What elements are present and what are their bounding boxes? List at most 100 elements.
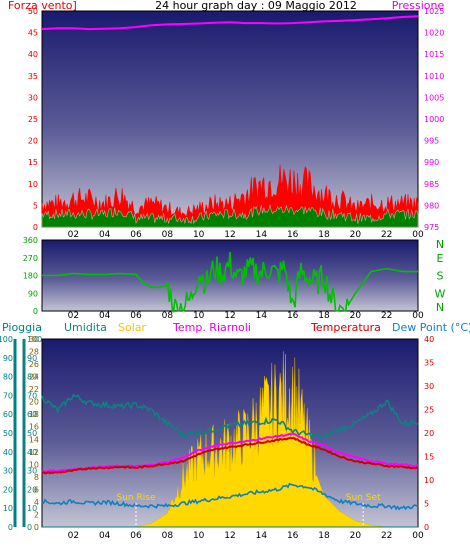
solar-tick-label: 0 xyxy=(34,523,39,532)
x-tick-label-dir: 04 xyxy=(99,311,111,321)
rain-tick-label: 100 xyxy=(0,335,13,344)
pressure-tick-label: 995 xyxy=(424,137,439,146)
x-tick-label-dir: 22 xyxy=(381,311,392,321)
pressure-label: Pressione xyxy=(392,0,445,12)
solar-tick-label: 8 xyxy=(34,473,39,482)
pressure-line xyxy=(41,15,419,31)
humidity-tick-label: 100 xyxy=(27,335,42,344)
rain-tick-label: 50 xyxy=(3,429,13,438)
temperature-line xyxy=(41,436,419,475)
humidity-tick-label: 40 xyxy=(27,448,37,457)
x-tick-label-temp: 16 xyxy=(287,531,299,541)
solar-tick-label: 14 xyxy=(29,435,39,444)
pressure-tick-label: 980 xyxy=(424,201,439,210)
x-tick-label-dir: 12 xyxy=(224,311,235,321)
pressure-tick-label: 1010 xyxy=(424,72,444,81)
compass-label: S xyxy=(437,270,444,283)
x-tick-label-dir: 16 xyxy=(287,311,299,321)
solar-tick-label: 20 xyxy=(29,398,39,407)
x-tick-label-dir: 18 xyxy=(318,311,330,321)
x-tick-label-wind: 08 xyxy=(162,230,174,240)
humidity-label: Umidita xyxy=(64,321,107,334)
temperature-tick-label: 15 xyxy=(424,453,434,462)
wind-speed-tick-label: 10 xyxy=(28,180,38,189)
x-tick-label-temp: 04 xyxy=(99,531,111,541)
x-tick-label-wind: 22 xyxy=(381,230,392,240)
solar-label: Solar xyxy=(118,321,147,334)
x-tick-label-temp: 08 xyxy=(162,531,174,541)
solar-tick-label: 2 xyxy=(34,510,39,519)
solar-tick-label: 6 xyxy=(34,485,39,494)
sunset-marker-label: Sun Set xyxy=(346,493,381,503)
rain-label: Pioggia xyxy=(2,321,42,334)
wind-direction-line xyxy=(42,252,418,314)
pressure-tick-label: 1015 xyxy=(424,50,444,59)
x-tick-label-temp: 02 xyxy=(68,531,79,541)
compass-label: E xyxy=(437,252,444,265)
solar-tick-label: 26 xyxy=(29,360,39,369)
temperature-tick-label: 5 xyxy=(424,500,429,509)
solar-tick-label: 18 xyxy=(29,410,39,419)
x-tick-label-wind: 18 xyxy=(318,230,330,240)
x-tick-label-wind: 02 xyxy=(68,230,79,240)
solar-tick-label: 22 xyxy=(29,385,39,394)
x-tick-label-wind: 04 xyxy=(99,230,111,240)
wind-direction-panel xyxy=(41,239,419,312)
wind-dir-tick-label: 270 xyxy=(23,254,38,263)
solar-tick-label: 24 xyxy=(29,373,39,382)
rain-tick-label: 20 xyxy=(3,485,13,494)
rain-tick-label: 10 xyxy=(3,504,13,513)
wind-speed-tick-label: 35 xyxy=(28,72,38,81)
x-tick-label-temp: 10 xyxy=(193,531,205,541)
wind-dir-tick-label: 0 xyxy=(33,307,38,316)
sunrise-marker-label: Sun Rise xyxy=(117,493,156,503)
wind-dir-tick-label: 90 xyxy=(28,289,38,298)
temperature-tick-label: 40 xyxy=(424,335,434,344)
wind-chill-line xyxy=(41,432,419,473)
humidity-tick-label: 90 xyxy=(27,354,37,363)
humidity-tick-label: 0 xyxy=(27,523,32,532)
humidity-tick-label: 30 xyxy=(27,467,37,476)
x-tick-label-dir: 20 xyxy=(350,311,362,321)
wind-dir-tick-label: 180 xyxy=(23,272,38,281)
x-tick-label-temp: 14 xyxy=(256,531,268,541)
pressure-tick-label: 1005 xyxy=(424,93,444,102)
wind-speed-tick-label: 40 xyxy=(28,50,38,59)
wind-speed-tick-label: 0 xyxy=(33,223,38,232)
x-tick-label-wind: 00 xyxy=(412,230,424,240)
x-tick-label-temp: 22 xyxy=(381,531,392,541)
rain-tick-label: 30 xyxy=(3,467,13,476)
x-tick-label-temp: 00 xyxy=(412,531,424,541)
humidity-tick-label: 50 xyxy=(27,429,37,438)
compass-label: N xyxy=(436,238,444,251)
rain-tick-label: 80 xyxy=(3,373,13,382)
compass-label: N xyxy=(436,301,444,314)
wind-avg-area xyxy=(41,204,419,228)
x-tick-label-temp: 06 xyxy=(130,531,142,541)
temperature-tick-label: 30 xyxy=(424,382,434,391)
wind-speed-tick-label: 20 xyxy=(28,137,38,146)
x-tick-label-wind: 06 xyxy=(130,230,142,240)
x-tick-label-dir: 00 xyxy=(412,311,424,321)
solar-tick-label: 16 xyxy=(29,423,39,432)
pressure-tick-label: 990 xyxy=(424,158,439,167)
solar-tick-label: 28 xyxy=(29,348,39,357)
x-tick-label-wind: 10 xyxy=(193,230,205,240)
x-tick-label-dir: 06 xyxy=(130,311,142,321)
x-tick-label-wind: 20 xyxy=(350,230,362,240)
rain-tick-label: 40 xyxy=(3,448,13,457)
chart-title: 24 hour graph day : 09 Maggio 2012 xyxy=(155,0,357,12)
temperature-tick-label: 0 xyxy=(424,523,429,532)
x-tick-label-dir: 02 xyxy=(68,311,79,321)
temperature-tick-label: 35 xyxy=(424,359,434,368)
pressure-tick-label: 1025 xyxy=(424,7,444,16)
solar-tick-label: 12 xyxy=(29,448,39,457)
wind-speed-tick-label: 45 xyxy=(28,29,38,38)
humidity-line xyxy=(41,393,419,441)
wind-speed-tick-label: 50 xyxy=(28,7,38,16)
solar-tick-label: 30 xyxy=(29,335,39,344)
wind-speed-tick-label: 25 xyxy=(28,115,38,124)
wind-pressure-panel xyxy=(41,10,419,228)
rain-tick-label: 60 xyxy=(3,410,13,419)
humidity-tick-label: 60 xyxy=(27,410,37,419)
